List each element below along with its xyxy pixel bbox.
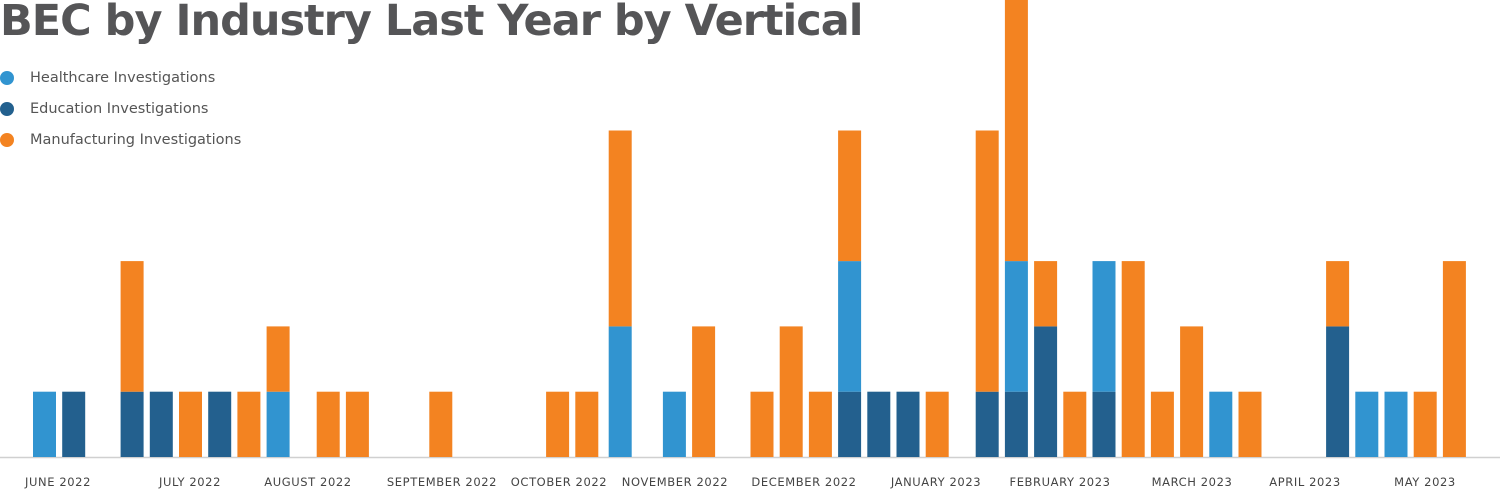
bar-segment-education[interactable] bbox=[975, 391, 999, 457]
legend-item-manufacturing[interactable]: Manufacturing Investigations bbox=[0, 124, 241, 155]
bar-segment-education[interactable] bbox=[208, 391, 232, 457]
bar-segment-manufacturing[interactable] bbox=[1238, 391, 1262, 457]
x-tick-label: MARCH 2023 bbox=[1151, 475, 1233, 489]
legend-swatch-education bbox=[0, 101, 14, 116]
bar-segment-healthcare[interactable] bbox=[33, 391, 56, 457]
bar-segment-manufacturing[interactable] bbox=[750, 391, 774, 457]
bar-segment-education[interactable] bbox=[1004, 391, 1028, 457]
bar-segment-manufacturing[interactable] bbox=[120, 261, 144, 392]
bar-segment-education[interactable] bbox=[62, 391, 86, 457]
bar-segment-manufacturing[interactable] bbox=[838, 130, 862, 262]
bar-segment-education[interactable] bbox=[149, 391, 173, 457]
legend-label: Education Investigations bbox=[30, 100, 209, 117]
bar-segment-manufacturing[interactable] bbox=[1180, 326, 1204, 457]
x-tick-label: DECEMBER 2022 bbox=[751, 475, 857, 489]
bar-segment-manufacturing[interactable] bbox=[1413, 391, 1437, 457]
bar-segment-manufacturing[interactable] bbox=[1150, 391, 1174, 457]
legend-item-education[interactable]: Education Investigations bbox=[0, 93, 241, 124]
bar-segment-manufacturing[interactable] bbox=[237, 391, 261, 457]
x-tick-label: APRIL 2023 bbox=[1269, 475, 1341, 489]
legend: Healthcare Investigations Education Inve… bbox=[0, 62, 241, 155]
bar-segment-manufacturing[interactable] bbox=[975, 130, 999, 392]
bar-segment-manufacturing[interactable] bbox=[608, 130, 632, 327]
bar-segment-manufacturing[interactable] bbox=[808, 391, 832, 457]
x-tick-label: NOVEMBER 2022 bbox=[621, 475, 729, 489]
x-tick-label: SEPTEMBER 2022 bbox=[386, 475, 498, 489]
bar-segment-healthcare[interactable] bbox=[662, 391, 686, 457]
bar-segment-education[interactable] bbox=[867, 391, 891, 457]
bar-segment-manufacturing[interactable] bbox=[1004, 0, 1028, 262]
bar-segment-manufacturing[interactable] bbox=[316, 391, 340, 457]
bar-segment-manufacturing[interactable] bbox=[692, 326, 716, 457]
x-tick-label: FEBRUARY 2023 bbox=[1009, 475, 1111, 489]
x-tick-label: JULY 2022 bbox=[158, 475, 222, 489]
bar-segment-education[interactable] bbox=[1034, 326, 1058, 457]
bar-segment-education[interactable] bbox=[1092, 391, 1116, 457]
bar-segment-healthcare[interactable] bbox=[838, 261, 862, 392]
bar-segment-education[interactable] bbox=[1326, 326, 1350, 457]
x-tick-label: MAY 2023 bbox=[1394, 475, 1456, 489]
bar-segment-healthcare[interactable] bbox=[1209, 391, 1233, 457]
chart-title: BEC by Industry Last Year by Vertical bbox=[0, 0, 864, 46]
bar-segment-education[interactable] bbox=[838, 391, 862, 457]
x-tick-label: OCTOBER 2022 bbox=[510, 475, 608, 489]
bar-segment-manufacturing[interactable] bbox=[779, 326, 803, 457]
bar-segment-manufacturing[interactable] bbox=[266, 326, 290, 392]
bar-segment-healthcare[interactable] bbox=[1355, 391, 1379, 457]
x-tick-label: JUNE 2022 bbox=[25, 475, 91, 489]
legend-label: Healthcare Investigations bbox=[30, 69, 216, 86]
bar-segment-education[interactable] bbox=[896, 391, 920, 457]
bar-segment-healthcare[interactable] bbox=[1384, 391, 1408, 457]
legend-swatch-healthcare bbox=[0, 70, 14, 85]
bar-segment-manufacturing[interactable] bbox=[575, 391, 599, 457]
x-tick-label: JANUARY 2023 bbox=[890, 475, 982, 489]
bar-segment-manufacturing[interactable] bbox=[1442, 261, 1466, 457]
bar-segment-manufacturing[interactable] bbox=[345, 391, 369, 457]
x-tick-label: AUGUST 2022 bbox=[264, 475, 352, 489]
legend-swatch-manufacturing bbox=[0, 132, 14, 147]
bar-segment-healthcare[interactable] bbox=[1092, 261, 1116, 392]
bar-segment-manufacturing[interactable] bbox=[179, 391, 202, 457]
bar-segment-manufacturing[interactable] bbox=[1121, 261, 1145, 457]
bar-segment-healthcare[interactable] bbox=[1004, 261, 1028, 392]
bar-segment-healthcare[interactable] bbox=[266, 391, 290, 457]
bar-segment-manufacturing[interactable] bbox=[429, 391, 453, 457]
bar-segment-education[interactable] bbox=[120, 391, 144, 457]
legend-label: Manufacturing Investigations bbox=[30, 131, 242, 148]
bar-segment-manufacturing[interactable] bbox=[1034, 261, 1058, 327]
bar-segment-manufacturing[interactable] bbox=[1326, 261, 1350, 327]
bar-segment-manufacturing[interactable] bbox=[1063, 391, 1087, 457]
bar-segment-manufacturing[interactable] bbox=[925, 391, 949, 457]
bar-segment-healthcare[interactable] bbox=[608, 326, 632, 457]
bar-segment-manufacturing[interactable] bbox=[546, 391, 570, 457]
legend-item-healthcare[interactable]: Healthcare Investigations bbox=[0, 62, 241, 93]
